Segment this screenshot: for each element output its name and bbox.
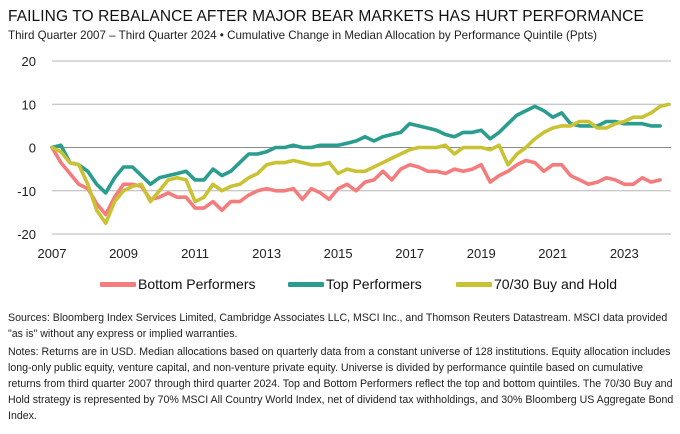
- sources-note: Sources: Bloomberg Index Services Limite…: [8, 312, 668, 340]
- x-tick-label: 2007: [38, 246, 67, 261]
- buy-and-hold-line: [50, 102, 671, 225]
- legend-item-top-performers: Top Performers: [288, 276, 422, 292]
- chart-title: FAILING TO REBALANCE AFTER MAJOR BEAR MA…: [8, 8, 644, 25]
- y-tick-label: -20: [17, 227, 36, 242]
- x-tick-label: 2023: [610, 246, 639, 261]
- y-tick-label: 20: [22, 54, 36, 69]
- y-axis-ticks: 20 10 0 -10 -20: [17, 54, 36, 242]
- series-lines: [50, 102, 671, 225]
- y-tick-label: -10: [17, 184, 36, 199]
- legend-swatch-bottom-performers: [100, 281, 136, 287]
- x-tick-label: 2015: [324, 246, 353, 261]
- legend-item-bottom-performers: Bottom Performers: [100, 276, 255, 292]
- x-axis-ticks: 2007 2009 2011 2013 2015 2017 2019 2021 2023: [38, 246, 639, 261]
- bottom-performers-line: [50, 145, 662, 217]
- chart-subtitle: Third Quarter 2007 – Third Quarter 2024 …: [8, 29, 597, 42]
- legend-label-buy-and-hold: 70/30 Buy and Hold: [494, 276, 617, 292]
- x-tick-label: 2019: [467, 246, 496, 261]
- legend-swatch-buy-and-hold: [456, 281, 492, 287]
- footnotes: Sources: Bloomberg Index Services Limite…: [8, 310, 676, 426]
- x-tick-label: 2017: [395, 246, 424, 261]
- x-tick-label: 2011: [181, 246, 209, 261]
- top-performers-line: [50, 104, 662, 195]
- x-tick-label: 2021: [538, 246, 567, 261]
- legend-item-buy-and-hold: 70/30 Buy and Hold: [456, 276, 617, 292]
- gridlines: [52, 60, 671, 235]
- line-chart: 20 10 0 -10 -20 2007 2009 2011 2013 2015 2017 2019…: [17, 54, 671, 261]
- legend-swatch-top-performers: [288, 281, 324, 287]
- x-tick-label: 2013: [252, 246, 281, 261]
- x-tick-label: 2009: [109, 246, 138, 261]
- legend-label-top-performers: Top Performers: [326, 276, 422, 292]
- legend-label-bottom-performers: Bottom Performers: [138, 276, 256, 292]
- y-tick-label: 0: [29, 141, 36, 156]
- y-tick-label: 10: [22, 97, 36, 112]
- methodology-note: Notes: Returns are in USD. Median alloca…: [8, 346, 674, 422]
- legend: Bottom Performers Top Performers 70/30 B…: [0, 276, 680, 300]
